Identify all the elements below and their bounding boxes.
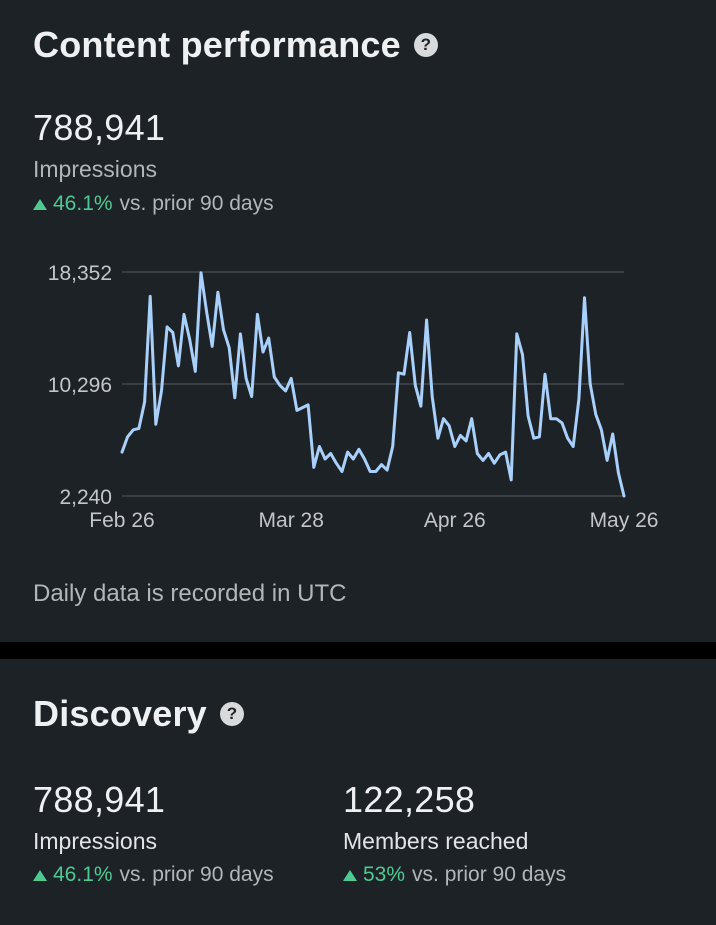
- y-tick-label: 10,296: [48, 374, 112, 397]
- question-circle-icon[interactable]: ?: [219, 702, 244, 726]
- content-performance-title: Content performance: [33, 24, 401, 65]
- delta-text: vs. prior 90 days: [119, 863, 274, 886]
- members-reached-label: Members reached: [343, 828, 529, 854]
- x-tick-label: Apr 26: [424, 509, 486, 532]
- up-triangle-icon: [33, 869, 47, 881]
- y-tick-label: 2,240: [59, 486, 112, 509]
- delta-percent: 46.1%: [53, 192, 113, 215]
- impressions-value: 788,941: [33, 107, 166, 148]
- content-performance-header: Content performance ?: [33, 24, 438, 66]
- up-triangle-icon: [33, 198, 47, 210]
- x-tick-label: Feb 26: [89, 509, 154, 532]
- utc-note: Daily data is recorded in UTC: [33, 580, 347, 607]
- discovery-card: Discovery ? 788,941 Impressions 46.1% vs…: [0, 659, 716, 925]
- x-tick-label: May 26: [590, 509, 659, 532]
- up-triangle-icon: [343, 869, 357, 881]
- impressions-label: Impressions: [33, 156, 157, 182]
- y-tick-label: 18,352: [48, 262, 112, 285]
- discovery-header: Discovery ?: [33, 693, 244, 735]
- impressions-delta: 46.1% vs. prior 90 days: [33, 192, 274, 216]
- content-performance-card: Content performance ? 788,941 Impression…: [0, 0, 716, 642]
- discovery-impressions-delta: 46.1% vs. prior 90 days: [33, 863, 274, 887]
- members-reached-delta: 53% vs. prior 90 days: [343, 863, 566, 887]
- delta-percent: 46.1%: [53, 863, 113, 886]
- x-tick-label: Mar 28: [259, 509, 324, 532]
- delta-text: vs. prior 90 days: [119, 192, 274, 215]
- discovery-impressions-value: 788,941: [33, 779, 166, 820]
- discovery-impressions-label: Impressions: [33, 828, 157, 854]
- delta-percent: 53%: [363, 863, 406, 886]
- discovery-title: Discovery: [33, 693, 207, 734]
- delta-text: vs. prior 90 days: [412, 863, 567, 886]
- question-circle-icon[interactable]: ?: [413, 33, 438, 57]
- impressions-series-line: [120, 271, 626, 498]
- members-reached-value: 122,258: [343, 779, 476, 820]
